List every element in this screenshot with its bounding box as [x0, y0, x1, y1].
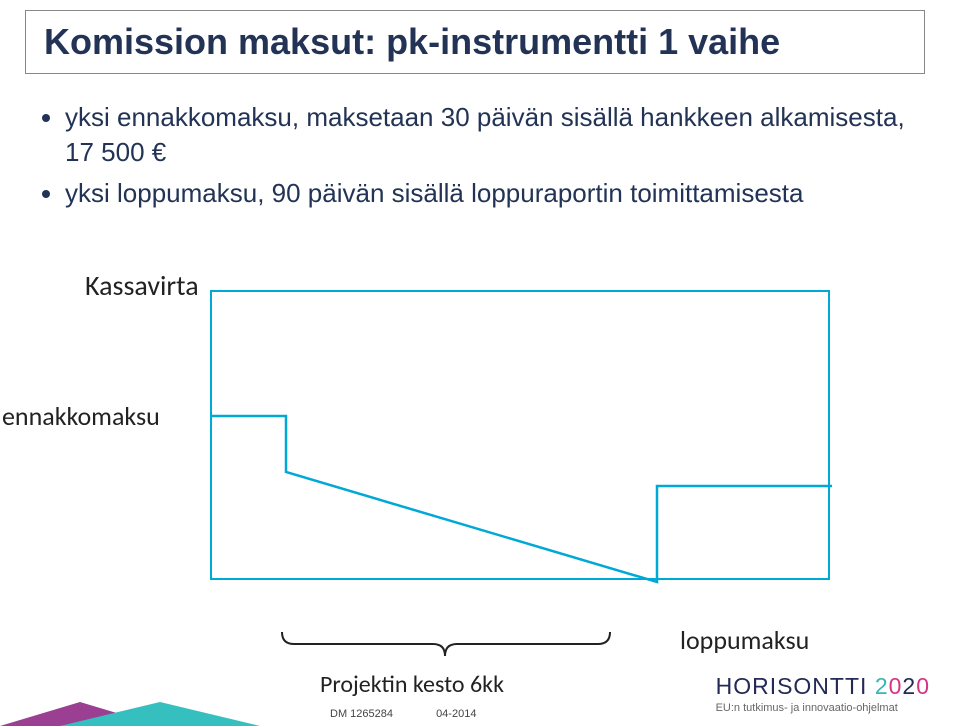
label-loppumaksu: loppumaksu: [680, 624, 809, 656]
logo-2a: 2: [875, 673, 889, 699]
bullet-1: yksi ennakkomaksu, maksetaan 30 päivän s…: [65, 100, 905, 170]
page-title: Komission maksut: pk-instrumentti 1 vaih…: [25, 10, 925, 74]
horisontti-logo: HORISONTTI 2020 EU:n tutkimus- ja innova…: [716, 673, 930, 714]
label-projektin-kesto: Projektin kesto 6kk: [320, 670, 504, 699]
footer-codes: DM 1265284 04-2014: [330, 708, 516, 720]
logo-0a: 0: [889, 673, 903, 699]
brace-duration: [280, 630, 620, 666]
bullet-2: yksi loppumaksu, 90 päivän sisällä loppu…: [65, 176, 905, 211]
logo-0b: 0: [916, 673, 930, 699]
bullet-list: yksi ennakkomaksu, maksetaan 30 päivän s…: [65, 100, 905, 217]
label-kassavirta: Kassavirta: [85, 268, 199, 303]
logo-2b: 2: [902, 673, 916, 699]
cashflow-line: [210, 290, 834, 584]
logo-subtitle: EU:n tutkimus- ja innovaatio-ohjelmat: [716, 702, 930, 714]
footer-date: 04-2014: [436, 708, 476, 720]
footer-graphic: [0, 702, 260, 726]
footer-dm: DM 1265284: [330, 708, 393, 720]
logo-text: HORISONTTI: [716, 673, 875, 699]
label-ennakkomaksu: ennakkomaksu: [2, 400, 160, 432]
